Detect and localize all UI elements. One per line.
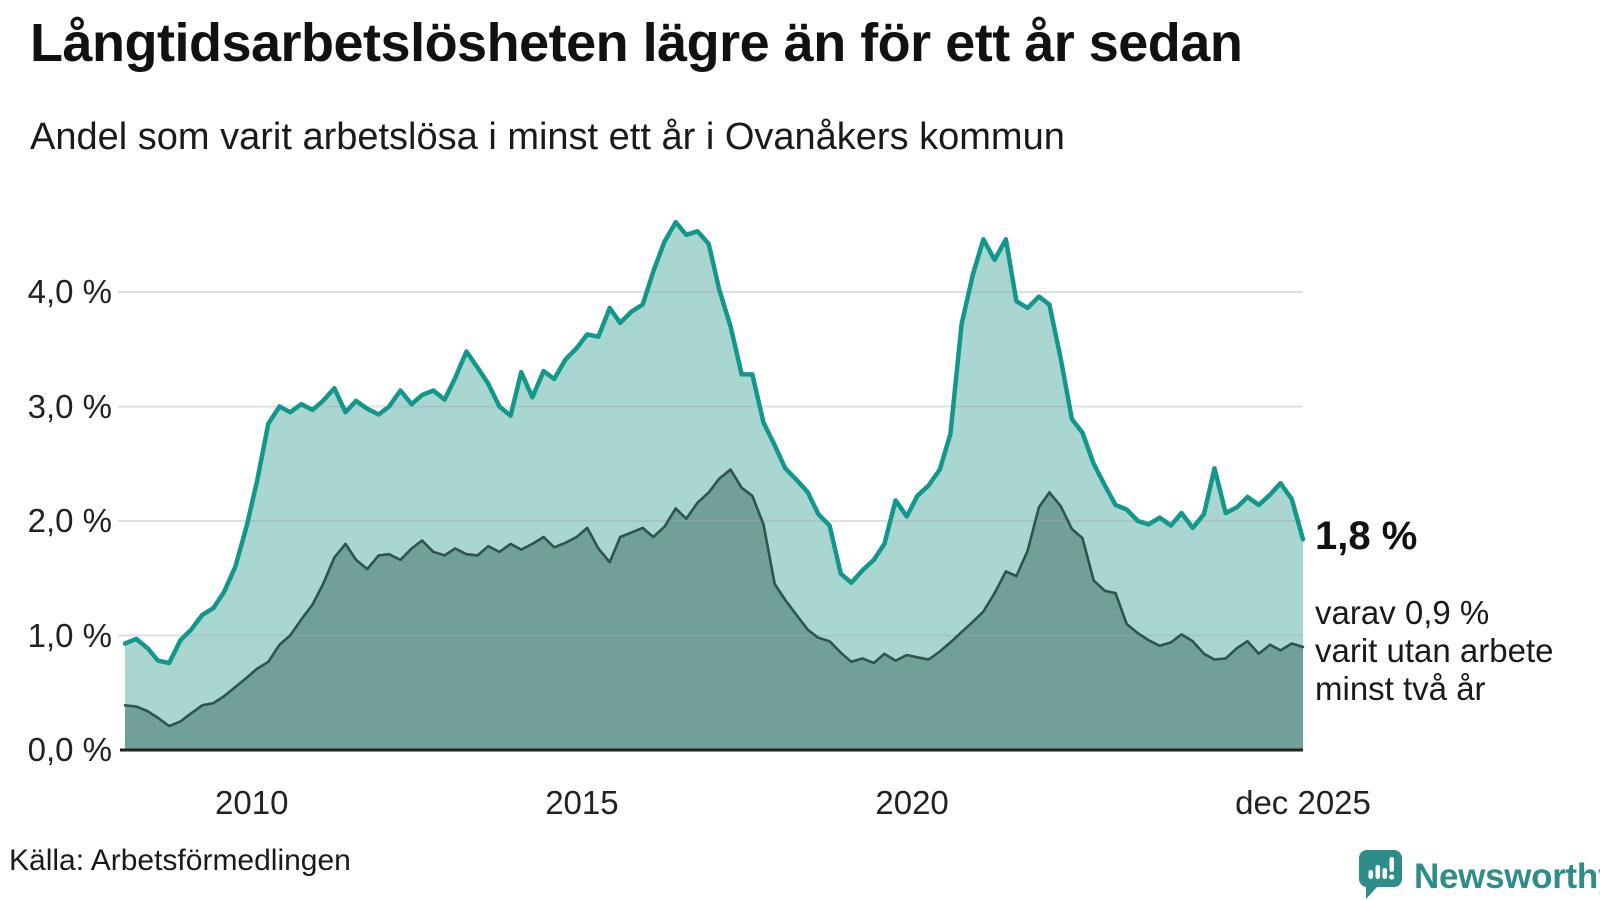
secondary-annotation-line-3: minst två år [1315,670,1486,707]
y-axis-tick-label-2: 2,0 % [27,502,112,539]
newsworthy-wordmark: Newsworthy [1414,856,1600,896]
chart-subtitle: Andel som varit arbetslösa i minst ett å… [30,116,1065,158]
secondary-annotation-line-2: varit utan arbete [1315,632,1554,669]
y-axis-tick-label-0: 0,0 % [27,731,112,768]
secondary-annotation-line-1: varav 0,9 % [1315,594,1490,631]
last-value-label: 1,8 % [1315,514,1418,558]
unemployed-two-years-area [125,469,1303,750]
chart-title: Långtidsarbetslösheten lägre än för ett … [30,13,1243,73]
unemployed-two-years-line [123,468,1305,728]
source-label: Källa: Arbetsförmedlingen [9,844,351,877]
newsworthy-logo-icon [1356,848,1404,900]
y-axis-tick-label-4: 4,0 % [27,273,112,310]
newsworthy-brand: Newsworthy [1356,848,1600,900]
x-axis-tick-label-2015: 2015 [545,784,619,821]
y-axis-tick-label-1: 1,0 % [27,616,112,654]
x-axis-tick-label-dec-2025: dec 2025 [1235,784,1371,821]
x-axis-tick-label-2020: 2020 [875,784,949,821]
secondary-annotation: varav 0,9 % varit utan arbete minst två … [1315,594,1553,708]
unemployed-one-year-line [122,219,1306,666]
y-axis-tick-label-3: 3,0 % [27,387,112,425]
x-axis-tick-label-2010: 2010 [215,784,289,821]
